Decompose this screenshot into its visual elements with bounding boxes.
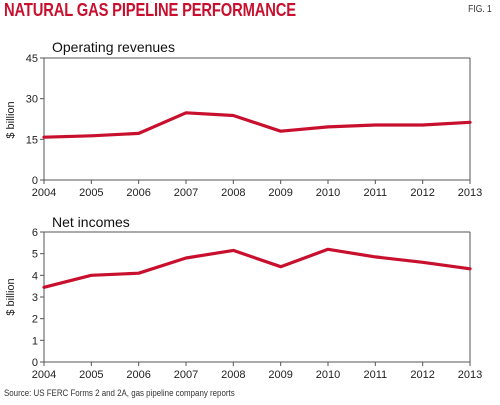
y-tick-label: 1 xyxy=(32,335,38,347)
y-tick-label: 3 xyxy=(32,292,38,304)
x-tick-label: 2010 xyxy=(316,369,340,381)
x-tick-label: 2010 xyxy=(316,187,340,199)
x-tick-label: 2011 xyxy=(364,369,388,381)
x-tick-label: 2008 xyxy=(221,369,245,381)
x-tick-label: 2004 xyxy=(32,369,56,381)
net-incomes-panel: Net incomes 0 1 2 3 4 5 6 2004 2005 2006 2007 2008 20… xyxy=(5,214,482,381)
x-tick-label: 2012 xyxy=(410,369,434,381)
y-tick-label: 45 xyxy=(26,53,38,65)
x-tick-label: 2004 xyxy=(32,187,56,199)
y-tick-label: 15 xyxy=(26,134,38,146)
x-tick-label: 2009 xyxy=(268,369,292,381)
x-tick-label: 2007 xyxy=(174,369,198,381)
y-tick-label: 4 xyxy=(32,270,38,282)
y-tick-label: 0 xyxy=(32,175,38,187)
figure-title: NATURAL GAS PIPELINE PERFORMANCE xyxy=(4,0,296,20)
x-tick-label: 2007 xyxy=(174,187,198,199)
operating-revenues-panel: Operating revenues 0 15 30 45 2004 2005 2006 200… xyxy=(5,39,482,199)
x-tick-label: 2006 xyxy=(126,369,150,381)
y-tick-label: 0 xyxy=(32,357,38,369)
x-tick-label: 2008 xyxy=(221,187,245,199)
y-tick-label: 5 xyxy=(32,249,38,261)
y-tick-label: 30 xyxy=(26,94,38,106)
x-tick-label: 2005 xyxy=(79,369,103,381)
x-tick-label: 2009 xyxy=(268,187,292,199)
x-tick-label: 2011 xyxy=(364,187,388,199)
x-tick-label: 2006 xyxy=(126,187,150,199)
x-tick-label: 2013 xyxy=(458,187,482,199)
figure-label: FIG. 1 xyxy=(468,4,492,15)
y-tick-label: 6 xyxy=(32,227,38,239)
y-tick-label: 2 xyxy=(32,314,38,326)
x-tick-label: 2013 xyxy=(458,369,482,381)
series-line xyxy=(42,247,472,289)
panel-title: Net incomes xyxy=(52,214,130,230)
y-axis-label: $ billion xyxy=(5,101,17,138)
x-tick-label: 2012 xyxy=(410,187,434,199)
source-note: Source: US FERC Forms 2 and 2A, gas pipe… xyxy=(4,388,235,398)
series-line xyxy=(42,111,472,139)
x-tick-label: 2005 xyxy=(79,187,103,199)
panel-title: Operating revenues xyxy=(52,39,175,55)
y-axis-label: $ billion xyxy=(5,278,17,315)
